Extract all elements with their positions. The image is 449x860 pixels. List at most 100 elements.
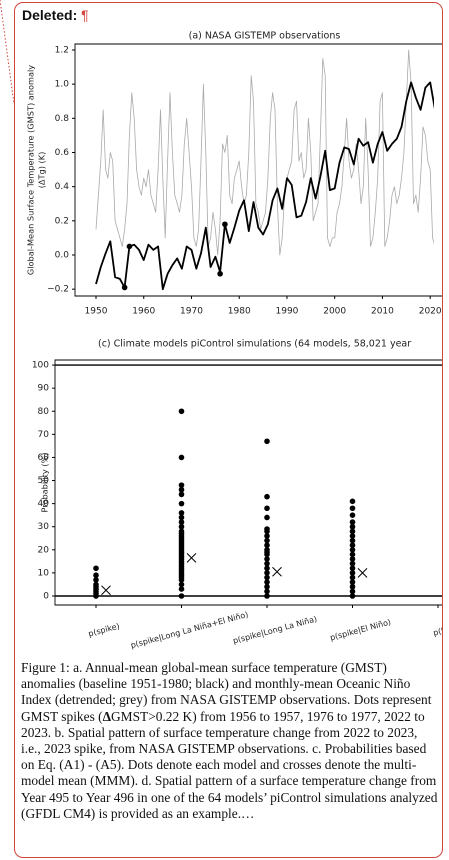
x-tick-label: 1990 bbox=[276, 307, 299, 317]
x-tick-label: p(spike|Long La Niña+El Niño) bbox=[130, 610, 250, 650]
model-dot bbox=[349, 533, 356, 539]
y-tick-label: 1.0 bbox=[55, 80, 70, 90]
mmm-cross bbox=[272, 566, 282, 577]
model-dot bbox=[178, 486, 185, 493]
model-dot bbox=[178, 581, 185, 588]
model-dot bbox=[178, 514, 185, 521]
model-dot bbox=[349, 574, 356, 581]
y-tick-label: 0.2 bbox=[55, 216, 69, 226]
model-dot bbox=[349, 551, 356, 558]
model-dot bbox=[349, 556, 356, 562]
series-line bbox=[95, 49, 434, 256]
model-dot bbox=[349, 519, 356, 525]
chart-title: (c) Climate models piControl simulations… bbox=[98, 339, 411, 350]
x-tick-label: p(spike) bbox=[87, 622, 120, 639]
model-dot bbox=[264, 505, 270, 512]
model-dot bbox=[93, 565, 99, 572]
y-tick-label: 0.4 bbox=[55, 182, 70, 192]
y-tick-label: 0.0 bbox=[55, 250, 70, 260]
model-dot bbox=[349, 547, 356, 553]
y-tick-label: −0.2 bbox=[47, 285, 69, 295]
x-tick-label: 2020 bbox=[419, 307, 442, 317]
model-dot bbox=[264, 574, 270, 581]
y-tick-label: 100 bbox=[32, 361, 49, 371]
model-dot bbox=[349, 498, 356, 505]
model-dot bbox=[264, 547, 270, 553]
y-tick-label: 80 bbox=[38, 407, 50, 417]
figure: (a) NASA GISTEMP observations Global-Mean… bbox=[26, 31, 442, 650]
model-dot bbox=[178, 500, 185, 507]
mmm-cross bbox=[357, 568, 368, 578]
x-tick-label: p(spike|El Niño) bbox=[329, 618, 392, 643]
model-dot bbox=[349, 505, 356, 512]
caption-text: GMST>0.22 K) from 1956 to 1957, 1976 to … bbox=[21, 708, 438, 821]
model-dot bbox=[264, 579, 270, 585]
x-tick-label: 1970 bbox=[180, 307, 203, 317]
model-dot bbox=[349, 512, 356, 518]
model-dot bbox=[349, 523, 356, 530]
plot-area bbox=[95, 49, 434, 291]
model-dot bbox=[349, 588, 356, 595]
model-dot bbox=[264, 533, 270, 539]
y-tick-label: 0 bbox=[43, 591, 49, 601]
y-tick-label: 0.8 bbox=[55, 114, 70, 124]
model-dot bbox=[93, 577, 99, 583]
x-tick-label: 2000 bbox=[323, 307, 346, 317]
model-dot bbox=[349, 583, 356, 590]
model-dot bbox=[349, 593, 356, 599]
model-dot bbox=[178, 454, 185, 461]
model-dot bbox=[264, 565, 270, 572]
model-dot bbox=[178, 528, 185, 535]
model-dot bbox=[93, 581, 99, 588]
caption-text: Figure 1: a. Annual-mean global-mean sur… bbox=[21, 660, 432, 724]
y-tick-label: 40 bbox=[38, 499, 50, 509]
y-tick-label: 50 bbox=[38, 476, 50, 486]
x-tick-label: 1980 bbox=[228, 307, 251, 317]
model-dot bbox=[349, 542, 356, 548]
x-tick-label: 1950 bbox=[85, 307, 108, 317]
model-dot bbox=[264, 493, 270, 500]
series-line bbox=[95, 81, 434, 291]
axes-frame bbox=[74, 43, 442, 297]
model-dot bbox=[264, 438, 270, 445]
model-dot bbox=[178, 482, 185, 488]
model-dot bbox=[264, 593, 270, 599]
model-dot bbox=[264, 514, 270, 521]
model-dot bbox=[93, 572, 99, 579]
model-dot bbox=[264, 570, 270, 576]
model-dot bbox=[349, 579, 356, 585]
x-tick-label: 2010 bbox=[371, 307, 394, 317]
y-tick-label: 70 bbox=[38, 430, 50, 440]
model-dot bbox=[178, 491, 185, 498]
y-axis-label: Probability (%) bbox=[40, 452, 50, 512]
spike-dot bbox=[217, 270, 223, 277]
caption: Figure 1: a. Annual-mean global-mean sur… bbox=[21, 660, 439, 822]
x-tick-label: p(El Ni bbox=[432, 622, 442, 637]
axes-frame bbox=[54, 359, 442, 606]
y-tick-label: 0.6 bbox=[55, 148, 70, 158]
model-dot bbox=[178, 519, 185, 525]
deleted-balloon bbox=[14, 2, 443, 858]
model-dot bbox=[178, 586, 185, 592]
model-dot bbox=[264, 556, 270, 562]
y-tick-label: 1.2 bbox=[55, 45, 69, 55]
spike-dot bbox=[121, 284, 128, 291]
y-tick-label: 60 bbox=[38, 453, 50, 463]
model-dot bbox=[264, 588, 270, 595]
model-dot bbox=[178, 593, 185, 599]
spike-dot bbox=[222, 221, 228, 228]
model-dot bbox=[264, 560, 270, 567]
spike-dot bbox=[126, 243, 133, 250]
y-axis-label: Global-Mean Surface Temperature (GMST) a… bbox=[26, 65, 36, 275]
y-tick-label: 90 bbox=[38, 384, 50, 394]
model-dot bbox=[264, 537, 270, 544]
model-dot bbox=[264, 526, 270, 532]
balloon-header: Deleted: ¶ bbox=[22, 7, 89, 23]
model-dot bbox=[349, 560, 356, 567]
model-dot bbox=[264, 583, 270, 590]
pilcrow: ¶ bbox=[81, 7, 89, 23]
mmm-cross bbox=[101, 585, 111, 596]
caption-delta: Δ bbox=[102, 708, 111, 724]
model-dot bbox=[264, 542, 270, 548]
model-dot bbox=[178, 510, 185, 516]
